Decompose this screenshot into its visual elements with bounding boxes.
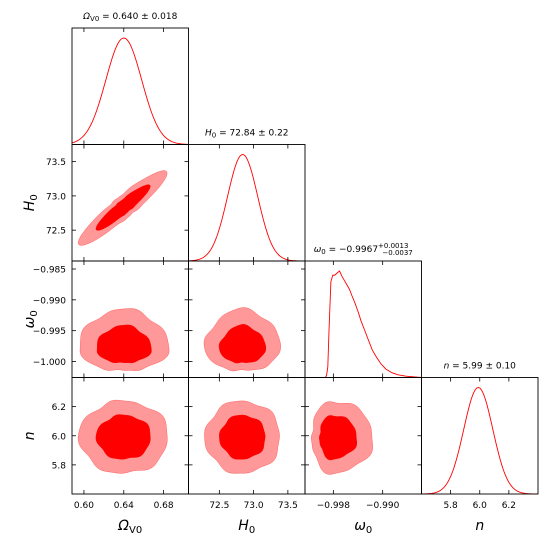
- marginal-title-omega_v0: ΩV0 = 0.640 ± 0.018: [82, 12, 177, 23]
- x-tick-label-n: 6.0: [473, 501, 488, 511]
- y-tick-label-h0: 72.5: [46, 227, 66, 237]
- y-tick-label-h0: 73.0: [46, 192, 66, 202]
- contour-h0-n: [204, 400, 280, 474]
- x-tick-label-h0: 73.0: [244, 501, 264, 511]
- marginal-title-h0: H0 = 72.84 ± 0.22: [205, 129, 289, 140]
- panel-n-n: [421, 377, 539, 495]
- x-axis-label-omega_v0: ΩV0: [117, 518, 142, 536]
- marginal-curve-n: [421, 387, 539, 495]
- x-axis-label-n: n: [475, 518, 484, 534]
- y-tick-label-n: 5.8: [52, 461, 67, 471]
- contour-inner-w0-n: [319, 415, 358, 461]
- y-axis-label-h0: H0: [22, 194, 40, 211]
- marginal-title-w0: ω0 = −0.9967+0.0013 −0.0037: [314, 242, 413, 257]
- marginal-curve-h0: [188, 154, 306, 262]
- contour-inner-omega_v0-n: [95, 414, 151, 460]
- marginal-title-n: n = 5.99 ± 0.10: [444, 362, 517, 372]
- y-tick-label-n: 6.0: [52, 432, 67, 442]
- contour-inner-omega_v0-w0: [96, 324, 152, 364]
- y-axis-label-n: n: [22, 431, 38, 440]
- panel-w0-w0: [304, 260, 422, 378]
- contour-w0-n: [311, 401, 373, 475]
- x-tick-label-w0: −0.998: [317, 501, 351, 511]
- x-tick-label-omega_v0: 0.68: [154, 501, 174, 511]
- contour-omega_v0-n: [77, 399, 168, 474]
- marginal-curve-w0: [305, 270, 422, 378]
- x-axis-label-w0: ω0: [354, 518, 372, 536]
- x-tick-label-omega_v0: 0.64: [114, 501, 134, 511]
- y-tick-label-w0: −0.995: [33, 327, 66, 337]
- x-tick-label-n: 5.8: [443, 501, 458, 511]
- x-tick-label-n: 6.2: [502, 501, 516, 511]
- contour-inner-omega_v0-h0: [95, 184, 151, 231]
- contour-h0-w0: [203, 307, 281, 372]
- panel-h0-h0: [188, 144, 306, 262]
- contour-inner-h0-n: [219, 414, 266, 460]
- contour-omega_v0-h0: [77, 170, 168, 246]
- y-tick-label-n: 6.2: [52, 403, 66, 413]
- contour-omega_v0-w0: [79, 308, 170, 371]
- contour-inner-h0-w0: [218, 324, 267, 364]
- x-tick-label-w0: −0.990: [366, 501, 400, 511]
- y-tick-label-w0: −0.985: [33, 266, 66, 276]
- y-tick-label-w0: −1.000: [33, 358, 67, 368]
- y-tick-label-w0: −0.990: [33, 296, 67, 306]
- x-axis-label-h0: H0: [238, 518, 255, 536]
- x-tick-label-h0: 73.5: [278, 501, 298, 511]
- y-tick-label-h0: 73.5: [46, 158, 66, 168]
- marginal-curve-omega_v0: [71, 37, 189, 145]
- y-axis-label-w0: ω0: [22, 310, 40, 328]
- x-tick-label-h0: 72.5: [209, 501, 229, 511]
- x-tick-label-omega_v0: 0.60: [74, 501, 94, 511]
